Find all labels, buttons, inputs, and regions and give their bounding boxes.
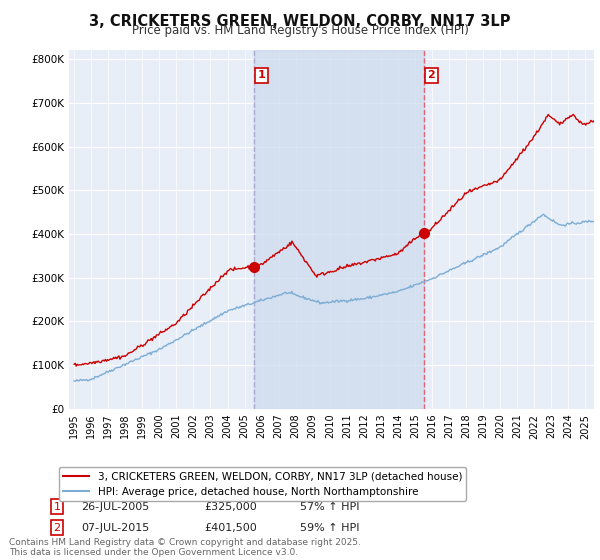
Text: 3, CRICKETERS GREEN, WELDON, CORBY, NN17 3LP: 3, CRICKETERS GREEN, WELDON, CORBY, NN17… (89, 14, 511, 29)
Text: 26-JUL-2005: 26-JUL-2005 (81, 502, 149, 512)
Text: Contains HM Land Registry data © Crown copyright and database right 2025.
This d: Contains HM Land Registry data © Crown c… (9, 538, 361, 557)
Text: 1: 1 (257, 71, 265, 81)
Text: £325,000: £325,000 (204, 502, 257, 512)
Bar (254, 50, 424, 409)
Text: 1: 1 (53, 502, 61, 512)
Text: 2: 2 (427, 71, 435, 81)
Legend: 3, CRICKETERS GREEN, WELDON, CORBY, NN17 3LP (detached house), HPI: Average pric: 3, CRICKETERS GREEN, WELDON, CORBY, NN17… (59, 467, 466, 501)
Text: £401,500: £401,500 (204, 522, 257, 533)
Text: 59% ↑ HPI: 59% ↑ HPI (300, 522, 359, 533)
Text: Price paid vs. HM Land Registry's House Price Index (HPI): Price paid vs. HM Land Registry's House … (131, 24, 469, 36)
Text: 07-JUL-2015: 07-JUL-2015 (81, 522, 149, 533)
Text: 57% ↑ HPI: 57% ↑ HPI (300, 502, 359, 512)
Text: 2: 2 (53, 522, 61, 533)
